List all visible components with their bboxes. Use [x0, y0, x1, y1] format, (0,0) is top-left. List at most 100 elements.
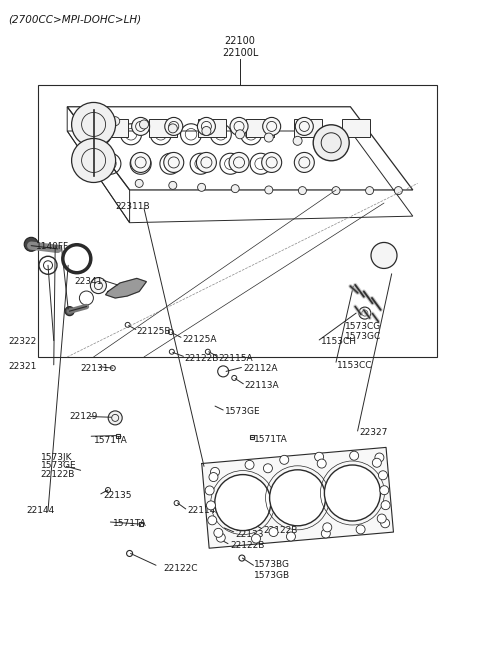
Polygon shape — [202, 447, 394, 548]
Circle shape — [324, 465, 380, 521]
Text: 22122B: 22122B — [263, 526, 298, 535]
Circle shape — [265, 186, 273, 194]
Text: 1573BG
1573GB: 1573BG 1573GB — [254, 560, 290, 580]
Circle shape — [287, 532, 296, 541]
Circle shape — [216, 533, 225, 542]
Circle shape — [140, 120, 148, 129]
Circle shape — [378, 471, 387, 479]
Circle shape — [293, 136, 302, 145]
Text: 22122B: 22122B — [185, 354, 219, 363]
Circle shape — [252, 534, 261, 543]
Text: (2700CC>MPI-DOHC>LH): (2700CC>MPI-DOHC>LH) — [8, 14, 141, 24]
Circle shape — [299, 187, 306, 195]
Circle shape — [108, 411, 122, 425]
Text: 1153CH: 1153CH — [321, 337, 357, 346]
Circle shape — [168, 124, 177, 133]
Circle shape — [169, 181, 177, 189]
Text: 1571TA: 1571TA — [94, 436, 127, 445]
Circle shape — [24, 237, 38, 252]
Text: 22113A: 22113A — [245, 381, 279, 390]
Circle shape — [65, 307, 74, 316]
Text: 22327: 22327 — [359, 428, 387, 438]
FancyBboxPatch shape — [294, 119, 322, 137]
Circle shape — [230, 117, 248, 136]
Text: 1571TA: 1571TA — [254, 435, 288, 444]
Circle shape — [381, 500, 390, 510]
Circle shape — [280, 455, 289, 464]
Circle shape — [196, 153, 216, 172]
Text: 22321: 22321 — [9, 362, 37, 371]
Circle shape — [135, 179, 143, 187]
Text: 22131: 22131 — [81, 364, 109, 373]
Text: 1140FF: 1140FF — [36, 242, 69, 252]
FancyBboxPatch shape — [342, 119, 370, 137]
Circle shape — [377, 514, 386, 523]
Circle shape — [349, 451, 359, 460]
Circle shape — [164, 153, 184, 172]
Circle shape — [215, 475, 271, 531]
Text: 1573CG
1573GC: 1573CG 1573GC — [345, 322, 381, 341]
Text: 22144: 22144 — [26, 506, 55, 515]
Circle shape — [214, 529, 223, 537]
FancyBboxPatch shape — [100, 119, 128, 137]
Text: 22125A: 22125A — [182, 335, 217, 344]
Text: 22122B: 22122B — [41, 470, 75, 479]
Circle shape — [202, 126, 211, 136]
Circle shape — [380, 486, 389, 495]
Circle shape — [395, 187, 402, 195]
Circle shape — [231, 185, 239, 193]
Circle shape — [264, 133, 273, 142]
Circle shape — [269, 527, 278, 536]
FancyBboxPatch shape — [149, 119, 177, 137]
Text: 22311B: 22311B — [115, 202, 150, 211]
Circle shape — [229, 153, 249, 172]
Circle shape — [317, 459, 326, 468]
Circle shape — [381, 519, 390, 528]
Circle shape — [111, 117, 120, 126]
Text: 1573JK: 1573JK — [41, 453, 72, 462]
FancyBboxPatch shape — [246, 119, 274, 137]
Text: 22133: 22133 — [235, 530, 264, 539]
Circle shape — [314, 452, 324, 461]
Circle shape — [323, 523, 332, 532]
Text: 22125B: 22125B — [137, 327, 171, 336]
Circle shape — [206, 501, 216, 510]
Circle shape — [262, 153, 282, 172]
Circle shape — [270, 470, 325, 526]
Circle shape — [236, 130, 244, 139]
Text: 1153CF: 1153CF — [283, 483, 318, 493]
Text: 1573GE: 1573GE — [41, 461, 76, 470]
Text: 22135: 22135 — [103, 491, 132, 500]
Circle shape — [205, 486, 214, 495]
Circle shape — [209, 472, 218, 481]
Circle shape — [198, 183, 205, 191]
Circle shape — [313, 125, 349, 160]
Circle shape — [263, 117, 281, 136]
Circle shape — [295, 117, 313, 136]
Circle shape — [371, 242, 397, 269]
Text: 1573GE: 1573GE — [225, 407, 260, 417]
Text: 22114A: 22114A — [187, 506, 222, 515]
Text: 22122C: 22122C — [163, 564, 198, 573]
Text: 22124B
22124C: 22124B 22124C — [278, 498, 313, 517]
Text: 22341: 22341 — [74, 277, 103, 286]
Circle shape — [211, 468, 219, 476]
Text: 22100
22100L: 22100 22100L — [222, 36, 258, 58]
Bar — [38, 85, 437, 357]
Circle shape — [132, 117, 150, 136]
Text: 1571TA: 1571TA — [113, 519, 146, 529]
Circle shape — [245, 460, 254, 470]
Circle shape — [81, 112, 90, 121]
Circle shape — [197, 117, 216, 136]
Polygon shape — [106, 278, 146, 298]
FancyBboxPatch shape — [198, 119, 226, 137]
Circle shape — [356, 525, 365, 534]
Text: 22129: 22129 — [70, 412, 98, 421]
Text: 1153CC: 1153CC — [337, 361, 372, 370]
Circle shape — [165, 117, 183, 136]
Circle shape — [332, 187, 340, 195]
Circle shape — [322, 140, 331, 149]
Circle shape — [90, 278, 107, 293]
Circle shape — [375, 453, 384, 462]
Text: 22322: 22322 — [9, 337, 37, 346]
